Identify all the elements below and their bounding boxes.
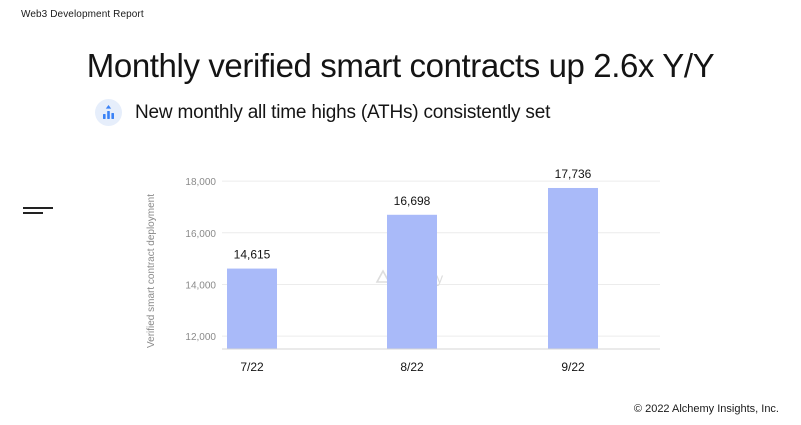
trend-up-bar-icon	[95, 99, 122, 126]
bar-7-22	[227, 268, 277, 349]
bars	[227, 187, 598, 349]
x-tick-label: 9/22	[561, 360, 585, 374]
y-tick-label: 18,000	[185, 177, 216, 188]
y-tick-label: 16,000	[185, 229, 216, 240]
data-label: 16,698	[394, 194, 431, 208]
y-axis-ticks: 12,000 14,000 16,000 18,000	[185, 177, 216, 343]
y-axis-label: Verified smart contract deployment	[146, 194, 157, 348]
page-subtitle: New monthly all time highs (ATHs) consis…	[135, 102, 551, 123]
copyright-text: © 2022 Alchemy Insights, Inc.	[633, 403, 779, 415]
data-label: 17,736	[555, 167, 592, 181]
y-tick-label: 12,000	[185, 332, 216, 343]
page-title: Monthly verified smart contracts up 2.6x…	[86, 47, 715, 84]
x-axis-ticks: 7/22 8/22 9/22	[240, 360, 585, 374]
data-labels: 14,615 16,698 17,736	[234, 167, 592, 262]
y-tick-label: 14,000	[185, 280, 216, 291]
x-tick-label: 7/22	[240, 360, 264, 374]
data-label: 14,615	[234, 248, 271, 262]
x-tick-label: 8/22	[400, 360, 424, 374]
bar-8-22	[387, 214, 437, 349]
menu-lines-icon	[23, 207, 53, 217]
bar-9-22	[548, 187, 598, 349]
report-label: Web3 Development Report	[21, 9, 144, 20]
